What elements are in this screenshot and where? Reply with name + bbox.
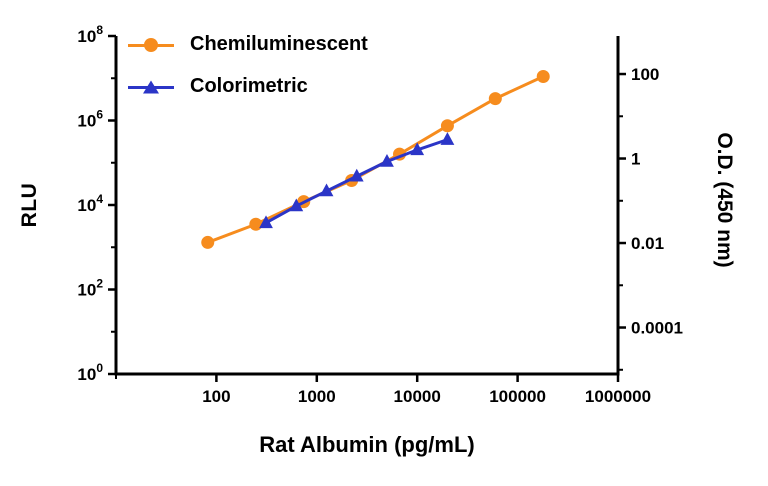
legend: Chemiluminescent Colorimetric <box>128 26 368 105</box>
data-point-circle <box>488 92 502 106</box>
x-tick-label: 1000 <box>298 387 336 406</box>
legend-label-chemiluminescent: Chemiluminescent <box>190 33 368 55</box>
data-point-triangle <box>319 183 334 197</box>
left-tick-label: 100 <box>77 361 103 384</box>
left-tick-label: 104 <box>77 192 103 215</box>
colorimetric-marker-icon <box>128 78 174 96</box>
chemiluminescent-marker-icon <box>128 36 174 54</box>
legend-item-colorimetric: Colorimetric <box>128 68 368 105</box>
data-point-circle <box>201 235 215 249</box>
left-tick-label: 108 <box>77 23 103 46</box>
legend-item-chemiluminescent: Chemiluminescent <box>128 26 368 63</box>
right-tick-label: 1 <box>631 150 640 169</box>
data-point-circle <box>536 70 550 84</box>
data-point-circle <box>440 119 454 133</box>
right-tick-label: 0.0001 <box>631 319 683 338</box>
left-tick-label: 106 <box>77 108 103 131</box>
data-point-circle <box>249 217 263 231</box>
x-tick-label: 100 <box>202 387 230 406</box>
data-point-triangle <box>380 154 394 167</box>
left-axis-title: RLU <box>18 182 41 228</box>
x-tick-label: 100000 <box>489 387 546 406</box>
data-point-triangle <box>349 168 364 182</box>
x-tick-label: 10000 <box>394 387 441 406</box>
legend-label-colorimetric: Colorimetric <box>190 75 308 97</box>
data-point-triangle <box>410 142 425 156</box>
x-axis-title: Rat Albumin (pg/mL) <box>259 432 475 457</box>
left-tick-label: 102 <box>77 277 103 300</box>
data-point-triangle <box>289 198 304 212</box>
triangle-marker-icon <box>143 80 159 93</box>
data-point-triangle <box>440 132 455 145</box>
circle-marker-icon <box>144 37 158 52</box>
x-tick-label: 1000000 <box>585 387 651 406</box>
right-tick-label: 100 <box>631 65 659 84</box>
right-axis-title: O.D. (450 nm) <box>713 132 736 268</box>
right-tick-label: 0.01 <box>631 234 664 253</box>
data-point-triangle <box>259 215 273 229</box>
